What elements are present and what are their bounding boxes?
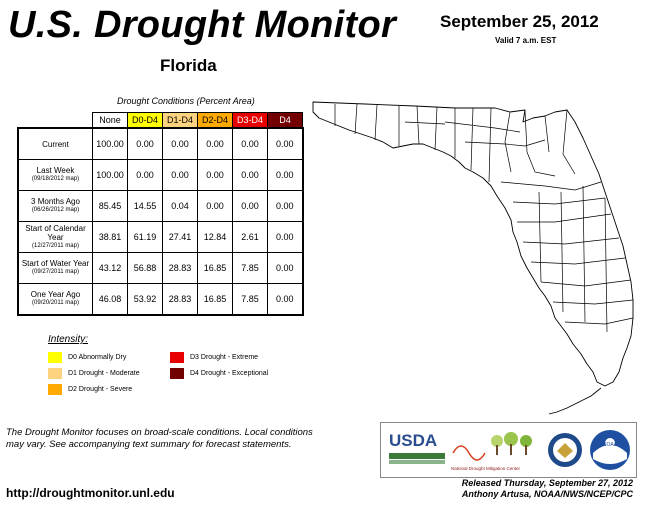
col-header-d4: D4 — [267, 112, 303, 129]
table-cell: 46.08 — [92, 283, 128, 316]
table-cell: 53.92 — [127, 283, 163, 316]
partner-logos: USDA National Drought Mitigation Center … — [380, 422, 637, 478]
table-cell: 0.00 — [267, 283, 304, 316]
legend-item-d4: D4 Drought - Exceptional — [170, 368, 268, 379]
table-cell: 0.00 — [162, 159, 198, 191]
table-cell: 12.84 — [197, 221, 233, 253]
author: Anthony Artusa, NOAA/NWS/NCEP/CPC — [461, 489, 633, 499]
county-lines — [334, 103, 634, 333]
col-header-d3-d4: D3-D4 — [232, 112, 268, 129]
row-label: Start of Calendar Year (12/27/2011 map) — [17, 221, 93, 253]
svg-text:NOAA: NOAA — [603, 442, 618, 448]
table-cell: 27.41 — [162, 221, 198, 253]
table-cell: 7.85 — [232, 252, 268, 284]
legend-item-d3: D3 Drought - Extreme — [170, 352, 258, 363]
legend-label: D4 Drought - Exceptional — [190, 370, 269, 377]
table-cell: 0.00 — [232, 127, 268, 160]
ndmc-trees-icon — [452, 432, 532, 461]
table-cell: 0.00 — [267, 252, 304, 284]
table-cell: 0.00 — [232, 190, 268, 222]
table-cell: 7.85 — [232, 283, 268, 316]
release-date: Released Thursday, September 27, 2012 — [461, 478, 633, 488]
ndmc-logo: National Drought Mitigation Center — [451, 429, 541, 471]
row-label: Last Week (09/18/2012 map) — [17, 159, 93, 191]
legend-swatch — [170, 368, 184, 379]
row-label: Start of Water Year (09/27/2011 map) — [17, 252, 93, 284]
table-row: One Year Ago (09/20/2011 map) 46.08 53.92… — [17, 283, 304, 316]
table-cell: 0.00 — [197, 159, 233, 191]
table-row: Current 100.00 0.00 0.00 0.00 0.00 0.00 — [17, 127, 304, 160]
table-row: Last Week (09/18/2012 map) 100.00 0.00 0.… — [17, 159, 304, 191]
usda-logo: USDA — [389, 431, 445, 469]
table-cell: 0.00 — [162, 127, 198, 160]
col-header-none: None — [92, 112, 128, 129]
table-cell: 0.00 — [267, 221, 304, 253]
table-cell: 38.81 — [92, 221, 128, 253]
table-row: 3 Months Ago (06/26/2012 map) 85.45 14.55… — [17, 190, 304, 222]
noaa-logo-icon: NOAA — [590, 430, 630, 470]
table-caption: Drought Conditions (Percent Area) — [117, 96, 255, 106]
table-cell: 0.00 — [127, 159, 163, 191]
col-header-d0-d4: D0-D4 — [127, 112, 163, 129]
table-cell: 0.00 — [232, 159, 268, 191]
row-label: Current — [17, 127, 93, 160]
table-cell: 56.88 — [127, 252, 163, 284]
table-cell: 43.12 — [92, 252, 128, 284]
table-cell: 0.00 — [197, 190, 233, 222]
row-label: 3 Months Ago (06/26/2012 map) — [17, 190, 93, 222]
legend-label: D2 Drought - Severe — [68, 386, 133, 393]
table-cell: 28.83 — [162, 283, 198, 316]
disclaimer-note: The Drought Monitor focuses on broad-sca… — [6, 427, 313, 450]
drought-conditions-table: None D0-D4 D1-D4 D2-D4 D3-D4 D4 Current … — [17, 112, 304, 316]
table-cell: 2.61 — [232, 221, 268, 253]
table-cell: 14.55 — [127, 190, 163, 222]
legend-item-d2: D2 Drought - Severe — [48, 384, 132, 395]
florida-keys — [548, 387, 602, 415]
table-cell: 0.00 — [197, 127, 233, 160]
table-cell: 0.00 — [267, 127, 304, 160]
table-row: Start of Calendar Year (12/27/2011 map) 3… — [17, 221, 304, 253]
legend-swatch — [48, 384, 62, 395]
valid-time: Valid 7 a.m. EST — [495, 36, 557, 45]
legend-label: D0 Abnormally Dry — [68, 354, 127, 361]
state-outline — [312, 101, 634, 387]
table-cell: 100.00 — [92, 127, 128, 160]
map-date: September 25, 2012 — [440, 12, 599, 31]
table-cell: 0.04 — [162, 190, 198, 222]
table-cell: 16.85 — [197, 252, 233, 284]
legend-label: D1 Drought - Moderate — [68, 370, 140, 377]
table-corner — [18, 113, 93, 129]
state-name: Florida — [160, 56, 217, 75]
table-row: Start of Water Year (09/27/2011 map) 43.1… — [17, 252, 304, 284]
legend-item-d1: D1 Drought - Moderate — [48, 368, 140, 379]
doc-seal-icon — [548, 433, 582, 467]
table-cell: 61.19 — [127, 221, 163, 253]
website-link[interactable]: http://droughtmonitor.unl.edu — [6, 486, 175, 500]
release-info: Released Thursday, September 27, 2012 An… — [405, 478, 633, 500]
legend-swatch — [170, 352, 184, 363]
table-cell: 28.83 — [162, 252, 198, 284]
florida-county-map — [312, 101, 634, 415]
row-label: One Year Ago (09/20/2011 map) — [17, 283, 93, 316]
legend-label: D3 Drought - Extreme — [190, 354, 259, 361]
table-cell: 100.00 — [92, 159, 128, 191]
col-header-d2-d4: D2-D4 — [197, 112, 233, 129]
table-cell: 0.00 — [267, 159, 304, 191]
table-cell: 16.85 — [197, 283, 233, 316]
legend-swatch — [48, 352, 62, 363]
legend-swatch — [48, 368, 62, 379]
table-cell: 0.00 — [267, 190, 304, 222]
legend-title: Intensity: — [48, 334, 89, 345]
table-cell: 0.00 — [127, 127, 163, 160]
page-title: U.S. Drought Monitor — [8, 4, 397, 46]
table-cell: 85.45 — [92, 190, 128, 222]
legend-item-d0: D0 Abnormally Dry — [48, 352, 126, 363]
col-header-d1-d4: D1-D4 — [162, 112, 198, 129]
